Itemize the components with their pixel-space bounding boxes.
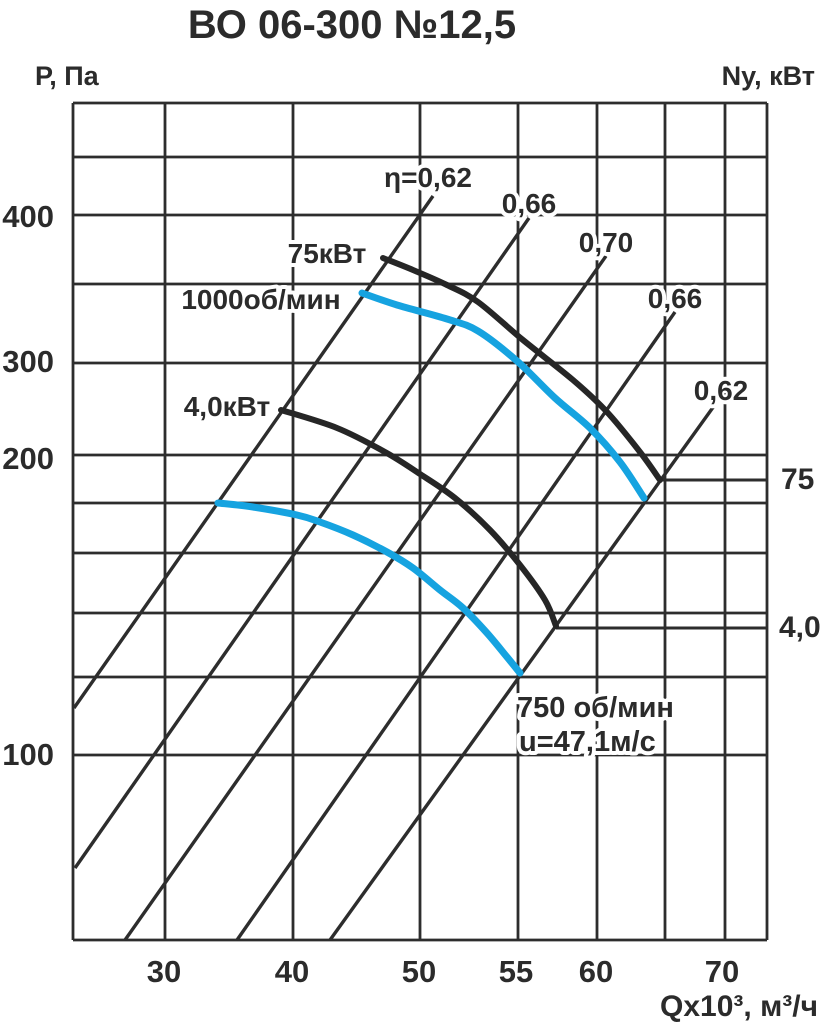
eta-label-070: 0,70 bbox=[579, 227, 634, 258]
y-axis-left-label: Р, Па bbox=[35, 61, 100, 91]
eta-line-062-left bbox=[72, 195, 435, 709]
x-tick-30: 30 bbox=[147, 954, 181, 989]
eta-label-066-right: 0,66 bbox=[648, 283, 703, 314]
x-tick-70: 70 bbox=[705, 954, 739, 989]
chart-title: ВО 06-300 №12,5 bbox=[188, 3, 516, 47]
eta-line-066-left bbox=[73, 217, 531, 869]
x-tick-40: 40 bbox=[275, 954, 309, 989]
x-tick-60: 60 bbox=[579, 954, 613, 989]
curve-power-75kw bbox=[380, 255, 663, 483]
x-tick-50: 50 bbox=[402, 954, 436, 989]
eta-line-070 bbox=[123, 255, 608, 941]
label-u-47: u=47,1м/с bbox=[519, 726, 656, 758]
x-tick-55: 55 bbox=[499, 954, 533, 989]
label-750-rpm: 750 об/мин bbox=[517, 692, 674, 724]
y-tick-400: 400 bbox=[2, 199, 54, 234]
y-tick-200: 200 bbox=[2, 441, 54, 476]
x-axis-label: Qх10³, м³/ч bbox=[660, 990, 818, 1023]
label-1000-rpm: 1000об/мин bbox=[181, 284, 340, 315]
label-4kw: 4,0кВт bbox=[184, 391, 271, 422]
power-value-4-0: 4,0 bbox=[779, 611, 821, 644]
y-tick-100: 100 bbox=[2, 737, 54, 772]
curve-1000-rpm bbox=[358, 289, 648, 502]
eta-label-062-right: 0,62 bbox=[694, 375, 749, 406]
label-75kw: 75кВт bbox=[288, 238, 367, 269]
eta-label-066-left: 0,66 bbox=[502, 188, 557, 219]
y-axis-right-label: Nу, кВт bbox=[722, 61, 815, 91]
curve-power-4kw bbox=[278, 407, 559, 629]
eta-line-066-right bbox=[235, 311, 677, 941]
power-value-75: 75 bbox=[781, 463, 814, 496]
eta-label-062-left: η=0,62 bbox=[384, 162, 472, 193]
curve-750-rpm bbox=[214, 499, 524, 677]
y-tick-300: 300 bbox=[2, 344, 54, 379]
